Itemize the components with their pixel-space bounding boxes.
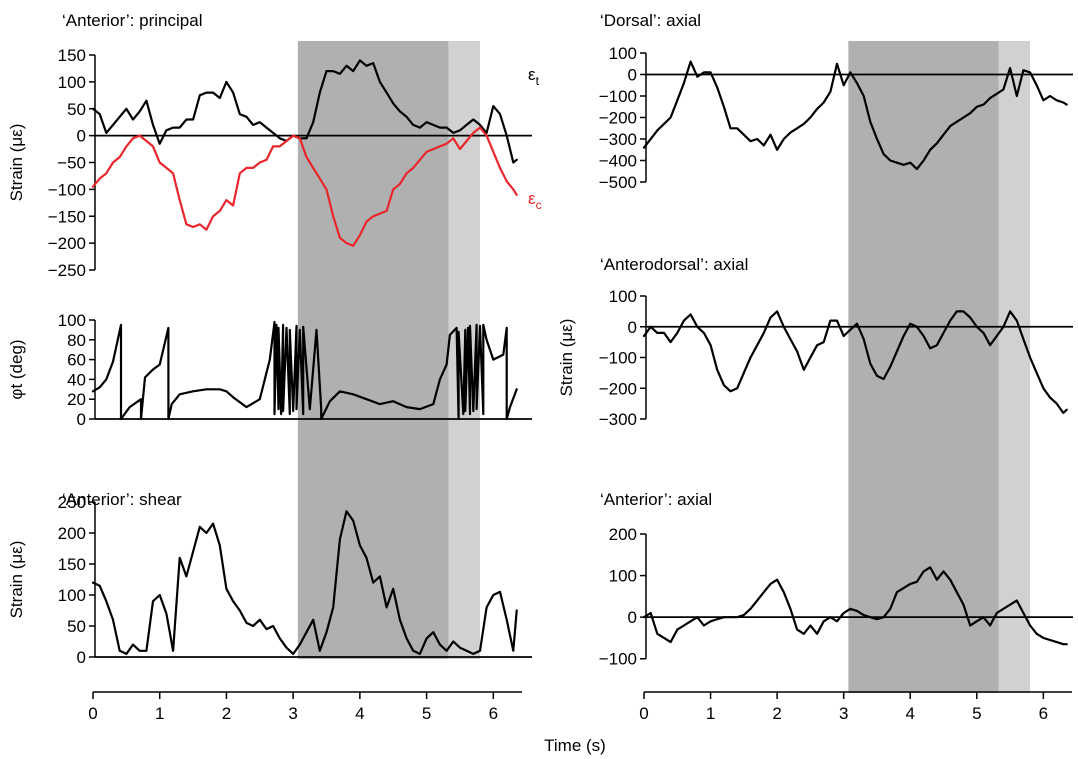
panel-title-dorsal-axial: ‘Dorsal’: axial <box>600 11 701 30</box>
y-tick-label-anterodorsal-axial: −300 <box>599 410 637 429</box>
x-tick-label: 5 <box>972 704 981 723</box>
series-label-ec-main: ε <box>528 189 536 208</box>
x-tick-label: 4 <box>355 704 364 723</box>
y-tick-label-anterodorsal-axial: −200 <box>599 379 637 398</box>
x-tick-label: 4 <box>906 704 915 723</box>
x-tick-label: 6 <box>489 704 498 723</box>
series-label-et-sub: t <box>536 74 540 88</box>
band-transition-right <box>998 41 1031 693</box>
series-line-anterior-axial <box>642 566 1068 646</box>
y-tick-label-phi-t: 80 <box>67 331 86 350</box>
y-tick-label-anterior-principal: 100 <box>58 73 86 92</box>
y-tick-label-phi-t: 20 <box>67 390 86 409</box>
y-tick-label-anterior-principal: −50 <box>57 154 86 173</box>
series-label-ec: εc <box>528 189 542 212</box>
y-tick-label-anterior-axial: 100 <box>609 567 637 586</box>
panel-anterodorsal-axial: ‘Anterodorsal’: axial 100 0 −100 −200 −300 Str… <box>557 255 1073 429</box>
y-tick-label-anterior-principal: −200 <box>48 234 86 253</box>
y-tick-label-anterior-shear: 100 <box>58 586 86 605</box>
x-axis-title: Time (s) <box>544 736 606 755</box>
series-line-phi-t <box>91 320 518 421</box>
y-tick-label-dorsal-axial: −200 <box>599 109 637 128</box>
panel-title-anterior-principal: ‘Anterior’: principal <box>62 11 202 30</box>
series-ec-line-anterior-principal <box>91 126 518 247</box>
shaded-regions-right <box>848 41 1031 693</box>
series-line-anterodorsal-axial <box>642 310 1068 414</box>
y-tick-label-anterior-axial: 0 <box>628 608 637 627</box>
x-tick-label: 0 <box>639 704 648 723</box>
y-axis-title-anterior-principal: Strain (με) <box>7 124 26 202</box>
y-tick-label-dorsal-axial: 0 <box>628 66 637 85</box>
y-tick-label-anterior-principal: −250 <box>48 261 86 280</box>
y-tick-label-anterior-principal: −150 <box>48 207 86 226</box>
x-tick-label: 3 <box>288 704 297 723</box>
y-tick-label-anterior-principal: −100 <box>48 180 86 199</box>
y-tick-label-anterodorsal-axial: −100 <box>599 349 637 368</box>
x-tick-label: 1 <box>155 704 164 723</box>
y-axis-title-anterior-shear: Strain (με) <box>7 541 26 619</box>
x-tick-label: 0 <box>88 704 97 723</box>
y-tick-label-anterior-shear: 50 <box>67 617 86 636</box>
x-axis-right: 0 1 2 3 4 5 6 <box>639 691 1072 723</box>
y-tick-label-anterior-principal: 50 <box>67 100 86 119</box>
x-tick-label: 2 <box>772 704 781 723</box>
series-et-line-anterior-principal <box>91 59 518 164</box>
panel-title-anterior-axial: ‘Anterior’: axial <box>600 490 712 509</box>
panel-title-anterodorsal-axial: ‘Anterodorsal’: axial <box>600 255 748 274</box>
y-tick-label-anterior-shear: 0 <box>77 648 86 667</box>
panel-title-anterior-shear: ‘Anterior’: shear <box>62 490 182 509</box>
y-tick-label-anterior-principal: 0 <box>77 127 86 146</box>
y-tick-label-anterodorsal-axial: 100 <box>609 287 637 306</box>
y-tick-label-dorsal-axial: −400 <box>599 152 637 171</box>
y-tick-label-phi-t: 40 <box>67 370 86 389</box>
x-tick-label: 6 <box>1039 704 1048 723</box>
panel-anterior-principal: ‘Anterior’: principal 150 100 50 0 −50 −100 −15… <box>7 11 532 280</box>
y-tick-label-dorsal-axial: 100 <box>609 44 637 63</box>
y-tick-label-anterior-shear: 150 <box>58 555 86 574</box>
y-tick-label-dorsal-axial: −500 <box>599 173 637 192</box>
series-line-dorsal-axial <box>642 60 1068 171</box>
y-tick-label-phi-t: 0 <box>77 410 86 429</box>
band-active-right <box>848 41 999 693</box>
y-tick-label-dorsal-axial: −100 <box>599 87 637 106</box>
series-line-anterior-shear <box>91 510 518 656</box>
y-axis-title-phi-t: φt (deg) <box>7 339 26 399</box>
y-tick-label-phi-t: 100 <box>58 311 86 330</box>
y-tick-label-anterior-axial: −100 <box>599 650 637 669</box>
y-tick-label-phi-t: 60 <box>67 351 86 370</box>
series-label-et: εt <box>528 65 540 88</box>
y-tick-label-anterior-principal: 150 <box>58 46 86 65</box>
x-axis-left: 0 1 2 3 4 5 6 <box>88 691 522 723</box>
y-tick-label-anterodorsal-axial: 0 <box>628 318 637 337</box>
panel-dorsal-axial: ‘Dorsal’: axial 100 0 −100 −200 −300 −400 −500 <box>599 11 1073 192</box>
panels: ‘Anterior’: principal 150 100 50 0 −50 −100 −15… <box>7 11 1073 669</box>
band-active-left <box>297 41 449 659</box>
y-tick-label-anterior-shear: 250 <box>58 493 86 512</box>
x-tick-label: 5 <box>422 704 431 723</box>
panel-anterior-axial: ‘Anterior’: axial 200 100 0 −100 <box>599 490 1073 669</box>
y-tick-label-anterior-axial: 200 <box>609 525 637 544</box>
series-label-et-main: ε <box>528 65 536 84</box>
y-tick-label-dorsal-axial: −300 <box>599 130 637 149</box>
x-tick-label: 2 <box>222 704 231 723</box>
x-tick-label: 1 <box>706 704 715 723</box>
x-tick-label: 3 <box>839 704 848 723</box>
series-label-ec-sub: c <box>536 198 542 212</box>
y-axis-title-anterodorsal-axial: Strain (με) <box>557 319 576 397</box>
y-tick-label-anterior-shear: 200 <box>58 524 86 543</box>
